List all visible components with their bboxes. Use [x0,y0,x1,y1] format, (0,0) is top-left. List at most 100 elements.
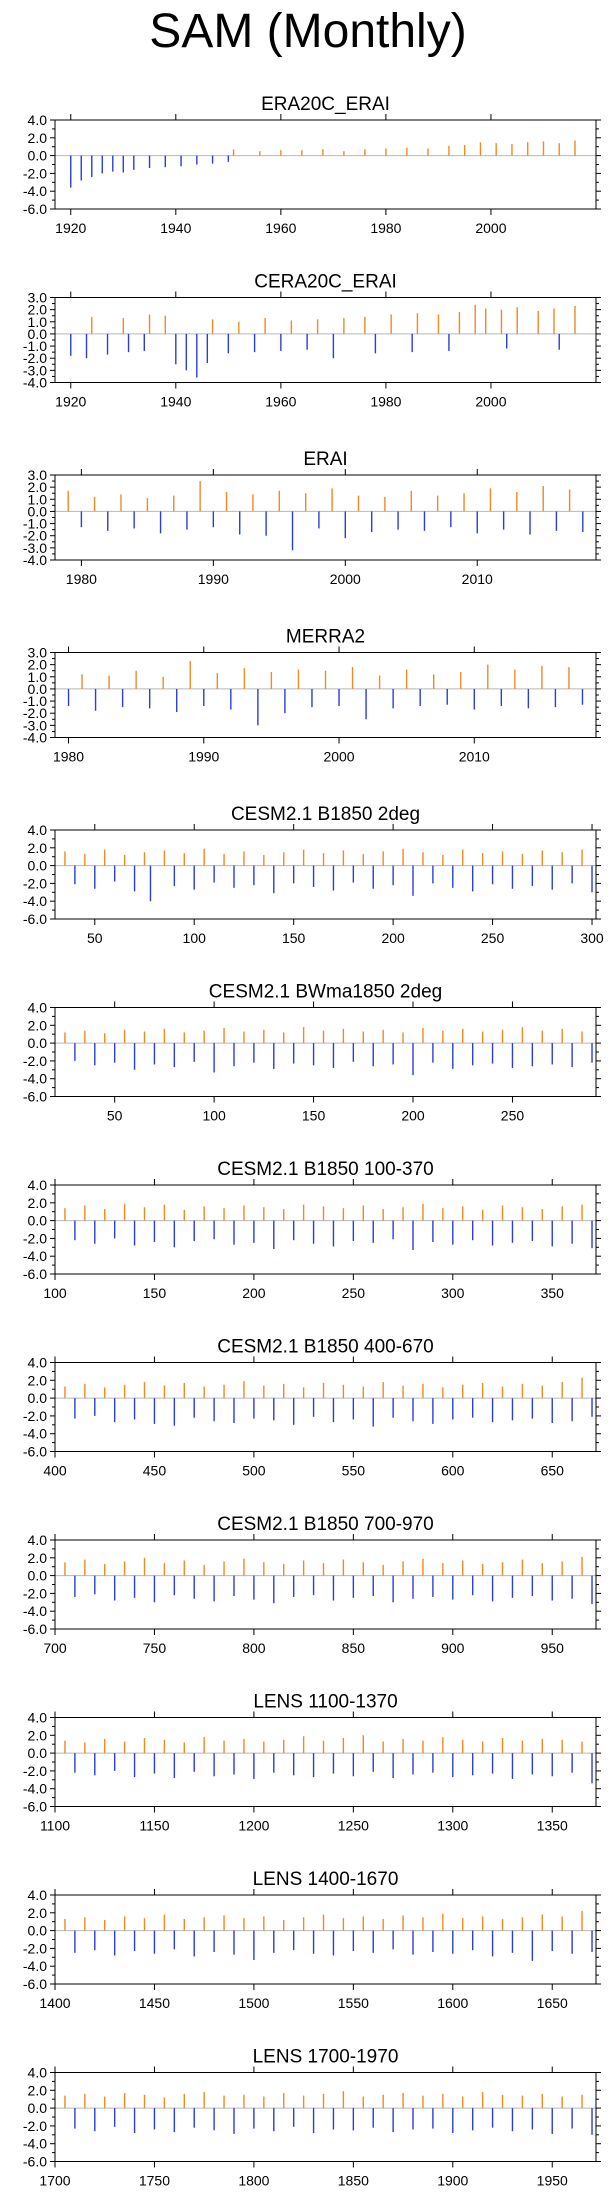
bar-positive [581,1377,583,1399]
bar-negative [352,2108,355,2131]
panel-title: LENS 1400-1670 [253,1869,399,1890]
sam-panel-8: CESM2.1 B1850 400-670 4.02.0 0.0 -2.0 -4.0 -6… [23,1337,601,1479]
bar-positive [561,1916,563,1931]
y-tick-label: 4.0 [28,1887,48,1903]
bar-negative [471,1043,474,1066]
bar-positive [541,665,543,689]
bar-negative [94,1575,96,1595]
bar-positive [203,1386,205,1399]
bar-positive [385,148,387,156]
y-tick-label: 0.0 [28,681,48,697]
bar-negative [312,1398,315,1417]
sam-panel-2: CERA20C_ERAI 3.02.01.00.0-1.0-2.0-3.0-4.0… [23,272,601,410]
bar-negative [352,1043,355,1062]
bar-negative [332,1753,335,1774]
bar-negative [227,155,230,162]
bar-negative [312,1930,315,1954]
bar-positive [123,1029,126,1044]
plot-frame [54,652,597,738]
y-tick-label: -2.0 [23,1230,47,1246]
bar-negative [591,865,593,893]
bar-positive [481,1209,484,1221]
bar-positive [485,308,487,334]
bar-negative [133,1930,136,1952]
sam-panel-3: ERAI 3.02.01.00.0-1.0-2.0-3.0-4.0 1980 1990… [23,449,601,587]
bar-positive [481,2092,484,2109]
bar-positive [561,1561,563,1576]
bar-positive [462,1560,464,1576]
bar-positive [84,1030,86,1044]
bar-positive [384,496,386,512]
x-tick-label: 750 [143,1640,167,1656]
bar-negative [392,688,394,709]
bar-negative [233,1043,235,1067]
bar-negative [419,688,421,706]
y-tick-label: 2.0 [28,840,48,856]
bar-positive [146,498,149,512]
bar-positive [342,1737,345,1754]
bar-negative [113,1575,116,1601]
bar-positive [463,493,465,512]
bar-positive [364,149,366,156]
bar-negative [273,1930,275,1953]
bar-positive [481,853,484,866]
bar-positive [243,1738,245,1754]
bar-negative [527,688,530,709]
bar-negative [531,865,534,887]
bar-negative [581,688,584,705]
bar-negative [148,688,151,709]
bar-negative [471,1575,474,1596]
bar-positive [64,1562,66,1576]
x-tick-label: 550 [342,1463,366,1479]
bar-negative [113,1398,116,1423]
bar-positive [436,495,439,512]
bar-negative [372,1753,374,1772]
bar-negative [173,1753,176,1779]
y-tick-label: 0.0 [28,1035,48,1051]
bar-positive [516,307,518,334]
bar-positive [143,1557,146,1576]
bar-negative [412,865,414,896]
bar-negative [372,865,374,889]
bar-negative [332,2108,335,2130]
bar-positive [143,1737,146,1754]
y-tick-label: 2.0 [28,1905,48,1921]
bar-positive [462,2096,464,2109]
x-tick-label: 1940 [160,394,191,410]
y-tick-label: 2.0 [28,1017,48,1033]
bar-negative [491,1753,494,1774]
bar-negative [164,155,166,168]
bar-negative [74,1043,76,1061]
x-tick-label: 150 [282,930,306,946]
y-tick-label: 0.0 [28,503,48,519]
bar-positive [561,1382,563,1399]
bar-negative [432,1398,434,1424]
bar-negative [273,865,275,894]
bar-negative [193,2108,195,2128]
y-tick-label: 2.0 [28,479,48,495]
x-tick-label: 100 [43,1285,67,1301]
bar-positive [541,1209,543,1221]
bar-negative [452,1930,454,1954]
bar-positive [183,1919,185,1931]
bar-positive [283,1032,285,1044]
bar-negative [352,1753,355,1777]
bar-negative [113,2108,116,2127]
bar-positive [542,141,545,156]
bar-positive [263,1562,265,1576]
y-tick-label: -4.0 [23,552,47,568]
bar-positive [382,851,384,866]
panel-title: LENS 1700-1970 [253,2047,399,2068]
sam-panel-9: CESM2.1 B1850 700-970 4.0 2.0 0.0-2.0 -4.0 -6… [23,1514,601,1656]
x-tick-label: 100 [183,930,207,946]
bar-negative [571,1575,573,1599]
bar-positive [422,1027,424,1044]
bar-negative [571,2108,573,2129]
bar-negative [332,865,335,891]
x-tick-label: 1980 [370,220,401,236]
bar-positive [495,143,497,156]
y-tick-label: -2.0 [23,1408,47,1424]
bar-positive [183,1209,185,1221]
x-tick-label: 200 [242,1285,266,1301]
bar-positive [402,2092,404,2109]
